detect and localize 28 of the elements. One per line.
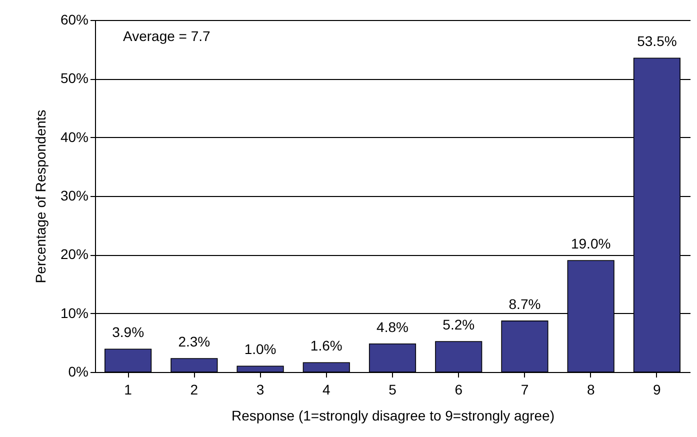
x-tick-label: 6	[454, 382, 463, 398]
data-label: 3.9%	[112, 324, 144, 340]
data-label: 19.0%	[570, 236, 611, 252]
annotation: Average = 7.7	[123, 28, 211, 44]
data-label: 1.0%	[244, 341, 276, 358]
y-tick-label: 50%	[60, 70, 88, 86]
x-tick-label: 7	[520, 382, 529, 398]
y-axis-title: Percentage of Respondents	[32, 110, 48, 284]
x-tick-label: 9	[653, 382, 662, 398]
y-tick-label: 0%	[68, 364, 88, 380]
x-tick-label: 1	[124, 382, 132, 398]
data-label: 1.6%	[310, 338, 342, 354]
y-tick-label: 20%	[60, 246, 88, 262]
y-tick-label: 30%	[60, 188, 88, 204]
x-tick-label: 3	[256, 382, 264, 398]
x-tick-label: 2	[190, 382, 198, 398]
x-tick-label: 5	[388, 382, 397, 398]
data-label: 8.7%	[508, 296, 541, 312]
x-tick-label: 8	[586, 382, 595, 398]
y-tick-label: 40%	[60, 128, 88, 145]
data-label: 53.5%	[637, 33, 677, 50]
y-tick-label: 60%	[60, 12, 88, 28]
x-tick-label: 4	[322, 382, 330, 398]
x-axis-title: Response (1=strongly disagree to 9=strongly agree)	[232, 408, 554, 424]
y-tick-label: 10%	[60, 304, 88, 321]
data-label: 2.3%	[178, 334, 210, 350]
data-label: 4.8%	[376, 318, 408, 335]
data-label: 5.2%	[442, 316, 475, 332]
